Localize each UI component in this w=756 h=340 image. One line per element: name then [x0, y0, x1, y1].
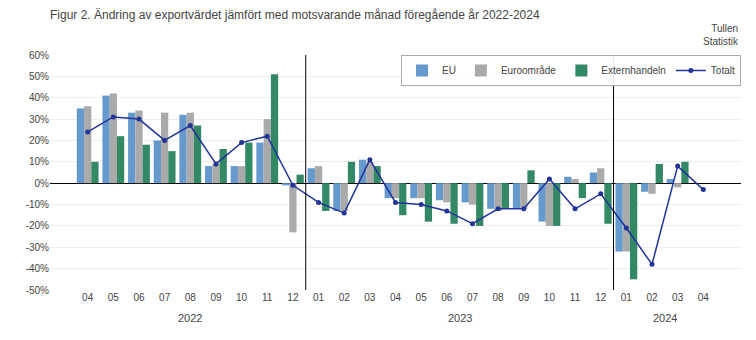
- svg-text:09: 09: [518, 292, 530, 303]
- svg-text:-40%: -40%: [26, 263, 49, 274]
- svg-text:07: 07: [467, 292, 479, 303]
- svg-text:08: 08: [185, 292, 197, 303]
- svg-text:05: 05: [108, 292, 120, 303]
- svg-text:0%: 0%: [35, 178, 50, 189]
- svg-text:06: 06: [133, 292, 145, 303]
- svg-text:TullenStatistik: TullenStatistik: [703, 23, 739, 47]
- svg-text:08: 08: [493, 292, 505, 303]
- svg-text:-50%: -50%: [26, 285, 49, 296]
- svg-text:03: 03: [672, 292, 684, 303]
- svg-text:10%: 10%: [29, 156, 49, 167]
- svg-text:05: 05: [416, 292, 428, 303]
- svg-text:01: 01: [313, 292, 325, 303]
- svg-text:50%: 50%: [29, 71, 49, 82]
- svg-text:03: 03: [364, 292, 376, 303]
- svg-text:30%: 30%: [29, 114, 49, 125]
- svg-text:EU: EU: [442, 65, 456, 76]
- svg-text:04: 04: [390, 292, 402, 303]
- svg-text:12: 12: [595, 292, 607, 303]
- svg-text:Figur 2. Ändring av exportvärd: Figur 2. Ändring av exportvärdet jämfört…: [50, 8, 540, 22]
- svg-text:01: 01: [621, 292, 633, 303]
- svg-text:40%: 40%: [29, 92, 49, 103]
- svg-text:-30%: -30%: [26, 242, 49, 253]
- svg-text:07: 07: [159, 292, 171, 303]
- svg-text:11: 11: [262, 292, 273, 303]
- svg-text:02: 02: [646, 292, 658, 303]
- svg-text:-20%: -20%: [26, 220, 49, 231]
- svg-text:2023: 2023: [448, 312, 472, 324]
- svg-text:06: 06: [441, 292, 453, 303]
- svg-text:02: 02: [339, 292, 351, 303]
- svg-text:60%: 60%: [29, 50, 49, 61]
- svg-text:11: 11: [570, 292, 581, 303]
- svg-text:Euroområde: Euroområde: [501, 65, 556, 76]
- svg-text:04: 04: [698, 292, 710, 303]
- svg-text:04: 04: [82, 292, 94, 303]
- svg-text:10: 10: [544, 292, 556, 303]
- svg-text:10: 10: [236, 292, 248, 303]
- svg-text:09: 09: [210, 292, 222, 303]
- svg-text:20%: 20%: [29, 135, 49, 146]
- svg-text:Externhandeln: Externhandeln: [601, 65, 666, 76]
- svg-text:2024: 2024: [653, 312, 677, 324]
- svg-text:12: 12: [287, 292, 299, 303]
- svg-text:2022: 2022: [178, 312, 202, 324]
- svg-text:-10%: -10%: [26, 199, 49, 210]
- svg-text:Totalt: Totalt: [711, 65, 735, 76]
